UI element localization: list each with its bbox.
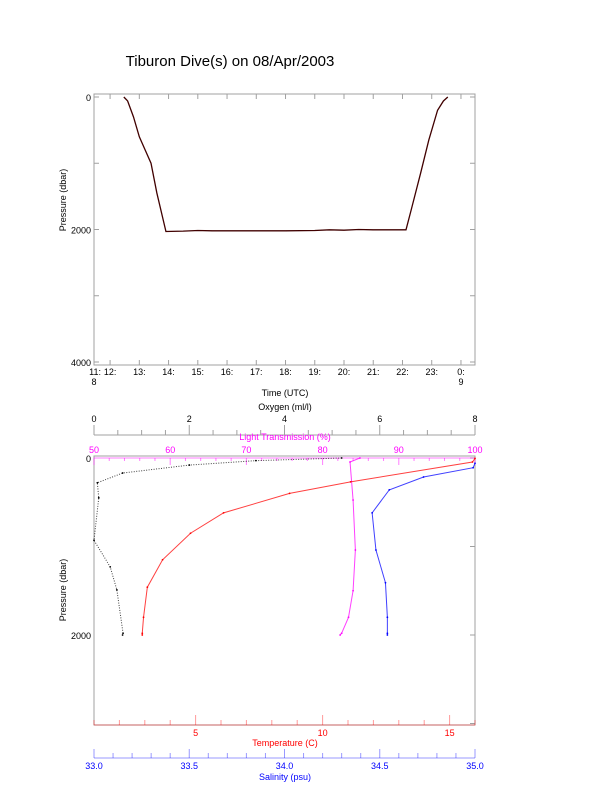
transmission-tick-label: 70 — [241, 445, 251, 455]
salinity-point — [386, 632, 389, 635]
transmission-tick-label: 100 — [467, 445, 482, 455]
x-tick-label: 13: — [133, 367, 146, 377]
salinity-tick-label: 34.5 — [371, 761, 389, 771]
x-tick-label: 17: — [250, 367, 263, 377]
oxygen-point — [97, 496, 100, 499]
temperature-tick-label: 10 — [318, 728, 328, 738]
x-tick-label: 16: — [221, 367, 234, 377]
salinity-point — [474, 462, 476, 465]
transmission-point — [359, 457, 361, 459]
transmission-tick-label: 90 — [394, 445, 404, 455]
oxygen-point — [340, 457, 343, 459]
transmission-point — [347, 616, 350, 619]
x-tick-label: 14: — [162, 367, 175, 377]
x-tick-label: 18: — [279, 367, 292, 377]
temperature-point — [146, 586, 149, 589]
x-tick-label: 11: — [89, 367, 101, 377]
oxygen-point — [109, 565, 112, 568]
salinity-tick-label: 33.0 — [85, 761, 103, 771]
transmission-profile — [339, 457, 361, 636]
y-axis-title: Pressure (dbar) — [58, 559, 68, 622]
salinity-axis-title: Salinity (psu) — [259, 772, 311, 782]
transmission-tick-label: 80 — [318, 445, 328, 455]
temperature-tick-label: 5 — [193, 728, 198, 738]
y-axis-title: Pressure (dbar) — [58, 169, 68, 232]
salinity-point — [388, 488, 391, 491]
oxygen-tick-label: 0 — [91, 414, 96, 424]
oxygen-tick-label: 8 — [472, 414, 477, 424]
pressure-trace — [123, 96, 449, 233]
transmission-point — [339, 634, 342, 636]
y-tick-label: 0 — [86, 454, 91, 464]
transmission-tick-label: 60 — [165, 445, 175, 455]
oxygen-tick-label: 4 — [282, 414, 287, 424]
temperature-point — [189, 532, 192, 535]
plot-frame — [93, 455, 476, 726]
oxygen-profile — [93, 457, 342, 636]
x-tick-sublabel: 8 — [91, 377, 96, 387]
x-tick-label: 0: — [457, 367, 465, 377]
temperature-point — [141, 634, 144, 636]
y-tick-label: 0 — [86, 93, 91, 103]
oxygen-point — [255, 459, 257, 462]
salinity-point — [386, 634, 389, 636]
x-tick-label: 22: — [396, 367, 409, 377]
oxygen-tick-label: 6 — [377, 414, 382, 424]
plot-frame — [93, 93, 476, 366]
oxygen-point — [115, 588, 118, 591]
temperature-tick-label: 15 — [445, 728, 455, 738]
transmission-point — [352, 499, 354, 501]
y-tick-label: 2000 — [71, 631, 91, 641]
salinity-point — [371, 511, 374, 514]
salinity-point — [422, 476, 425, 478]
oxygen-point — [96, 481, 99, 484]
chart-title: Tiburon Dive(s) on 08/Apr/2003 — [126, 53, 335, 70]
temperature-axis-title: Temperature (C) — [252, 738, 318, 748]
temperature-point — [349, 480, 352, 483]
oxygen-point — [121, 472, 124, 474]
transmission-point — [352, 589, 354, 592]
x-tick-label: 15: — [192, 367, 205, 377]
salinity-tick-label: 33.5 — [180, 761, 198, 771]
transmission-point — [340, 632, 343, 635]
temperature-point — [474, 457, 476, 460]
oxygen-point — [121, 634, 124, 636]
salinity-point — [472, 466, 474, 469]
x-tick-label: 23: — [425, 367, 438, 377]
transmission-point — [349, 461, 351, 463]
oxygen-axis-title: Oxygen (ml/l) — [258, 402, 312, 412]
y-tick-label: 2000 — [71, 226, 91, 236]
oxygen-point — [188, 464, 191, 466]
salinity-point — [375, 549, 377, 551]
salinity-tick-label: 35.0 — [466, 761, 484, 771]
y-tick-label: 4000 — [71, 358, 91, 368]
temperature-point — [142, 616, 145, 619]
transmission-axis-title: Light Transmission (%) — [239, 432, 331, 442]
salinity-profile — [371, 463, 476, 635]
x-axis-title: Time (UTC) — [262, 388, 309, 398]
salinity-tick-label: 34.0 — [276, 761, 294, 771]
temperature-point — [141, 632, 144, 635]
oxygen-point — [122, 632, 124, 635]
temperature-point — [471, 461, 474, 463]
transmission-tick-label: 50 — [89, 445, 99, 455]
temperature-profile — [141, 458, 476, 635]
x-tick-label: 20: — [338, 367, 351, 377]
salinity-point — [384, 581, 387, 584]
x-tick-label: 12: — [104, 367, 117, 377]
x-tick-sublabel: 9 — [458, 377, 463, 387]
oxygen-point — [93, 539, 95, 542]
temperature-point — [288, 492, 291, 495]
temperature-point — [222, 511, 225, 514]
transmission-point — [354, 549, 357, 551]
oxygen-tick-label: 2 — [187, 414, 192, 424]
x-tick-label: 19: — [309, 367, 322, 377]
temperature-point — [161, 558, 164, 561]
x-tick-label: 21: — [367, 367, 380, 377]
salinity-point — [386, 616, 389, 619]
